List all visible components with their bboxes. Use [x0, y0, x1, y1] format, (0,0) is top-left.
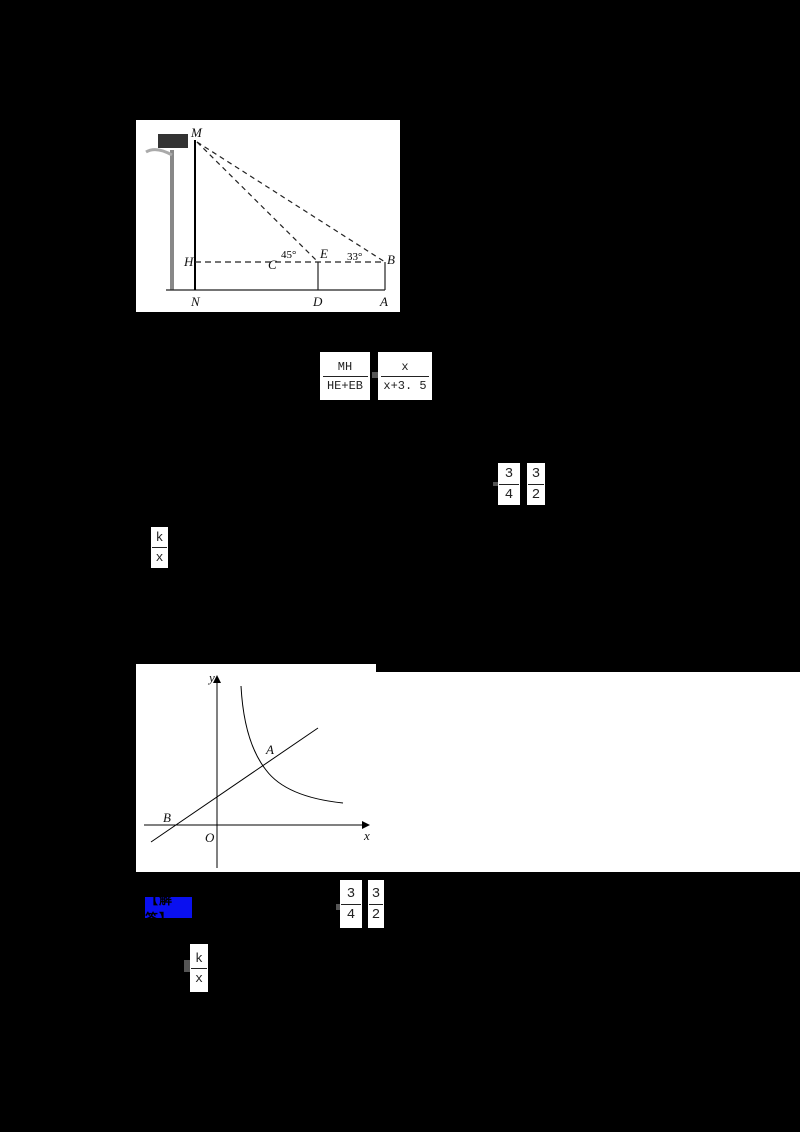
equals-sign [336, 904, 340, 910]
numerator: k [155, 530, 164, 545]
fraction-bar [151, 547, 168, 548]
numerator: 3 [531, 465, 541, 482]
numerator: MH [337, 359, 353, 374]
fraction-x-over-x-plus-3-5: x x+3. 5 [378, 352, 432, 400]
fraction-k-over-x: k x [151, 527, 168, 568]
numerator: 3 [504, 465, 514, 482]
coordinate-diagram: y x O A B [144, 670, 370, 868]
fraction-bar [190, 967, 208, 969]
fraction-bar [527, 483, 545, 485]
angle-45: 45° [281, 249, 296, 261]
streetlamp-diagram: M H C E B N D A 45° 33° [145, 125, 395, 309]
fraction-k-over-x: k x [190, 944, 208, 992]
label-M: M [190, 125, 203, 140]
label-H: H [183, 254, 194, 269]
fraction-3-over-4: 3 4 [340, 880, 362, 928]
angle-33: 33° [347, 251, 362, 263]
label-B: B [163, 810, 171, 825]
denominator: 4 [346, 906, 356, 923]
numerator: k [195, 950, 203, 966]
denominator: 4 [504, 486, 514, 503]
numerator: x [401, 359, 409, 374]
denominator: 2 [371, 906, 381, 923]
fraction-bar [341, 903, 361, 905]
fraction-3-over-4: 3 4 [498, 463, 520, 505]
fraction-3-over-2: 3 2 [368, 880, 384, 928]
fraction-3-over-2: 3 2 [527, 463, 545, 505]
equals-sign [184, 960, 190, 972]
equals-sign [372, 372, 378, 378]
numerator: 3 [371, 885, 381, 902]
label-O: O [205, 830, 215, 845]
label-N: N [190, 294, 201, 309]
label-B: B [387, 252, 395, 267]
denominator: 2 [531, 486, 541, 503]
label-C: C [268, 257, 277, 272]
fraction-bar [368, 903, 384, 905]
fraction-bar [322, 375, 368, 377]
label-E: E [319, 246, 328, 261]
figure-streetlamp: M H C E B N D A 45° 33° [136, 120, 400, 312]
denominator: x+3. 5 [383, 378, 427, 393]
fraction-mh-over-he-eb: MH HE+EB [320, 352, 370, 400]
label-A: A [265, 742, 274, 757]
denominator: x [155, 550, 164, 565]
denominator: x [195, 970, 203, 986]
figure-hyperbola-line: y x O A B [136, 670, 800, 872]
equals-sign [493, 482, 498, 486]
numerator: 3 [346, 885, 356, 902]
fraction-bar [380, 375, 430, 377]
figure2-top-strip [136, 664, 376, 674]
denominator: HE+EB [326, 378, 363, 393]
fraction-bar [499, 483, 519, 485]
answer-label: 【解答】 [145, 893, 192, 927]
label-y: y [207, 672, 215, 685]
label-x: x [363, 828, 370, 843]
label-A: A [379, 294, 388, 309]
label-D: D [312, 294, 323, 309]
